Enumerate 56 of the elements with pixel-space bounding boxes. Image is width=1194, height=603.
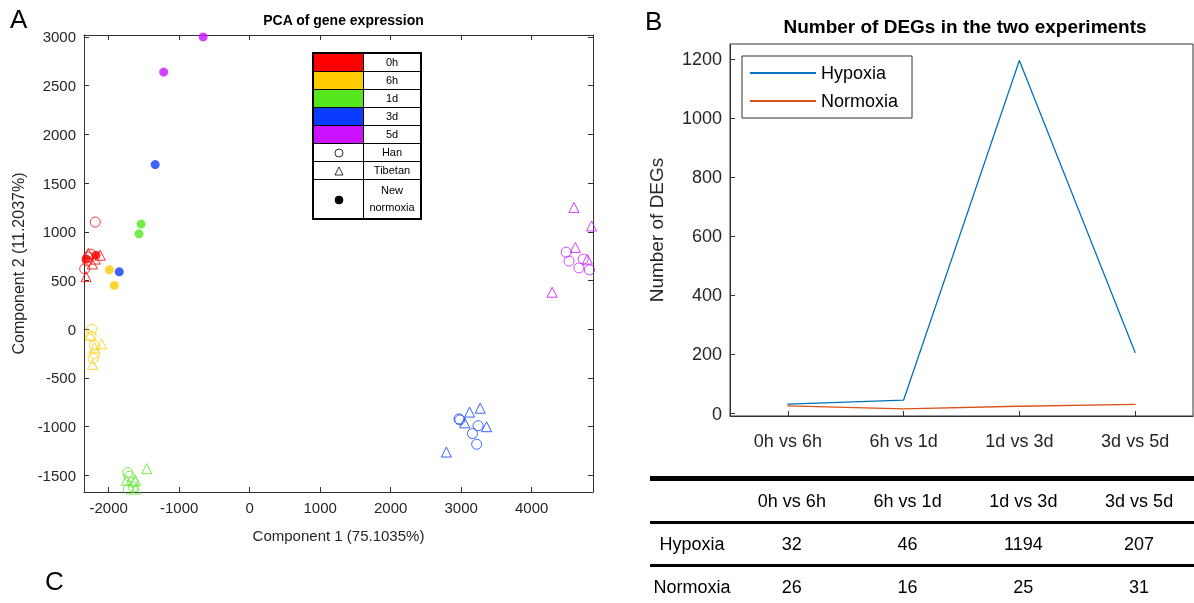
x-tick-label: -2000 — [89, 499, 128, 516]
annotation: 3d — [363, 107, 421, 126]
text: B — [645, 6, 663, 37]
data-label: 31 — [1081, 565, 1194, 603]
x-tick-label: 6h vs 1d — [869, 431, 938, 451]
text: A — [10, 4, 28, 35]
y-tick-label: 0 — [711, 403, 722, 424]
y-tick-label: -1000 — [37, 418, 76, 436]
data-label: 16 — [849, 565, 966, 603]
annotation: New normoxia — [363, 179, 421, 219]
y-axis-title: Number of DEGs — [646, 157, 667, 303]
data-label: 26 — [734, 565, 850, 603]
annotation: 0h — [363, 53, 421, 72]
x-tick-label: 1000 — [303, 499, 337, 516]
annotation: 1d — [363, 89, 421, 108]
y-tick-label: 2000 — [42, 125, 76, 143]
y-axis-title: Component 2 (11.2037%) — [9, 172, 27, 355]
y-tick-label: 1000 — [681, 107, 722, 128]
text: Hypoxia — [659, 533, 725, 554]
y-tick-label: 800 — [691, 167, 722, 188]
data-label: 25 — [965, 565, 1082, 603]
x-tick-label: 0h vs 6h — [753, 431, 822, 451]
x-axis-title: Component 1 (75.1035%) — [252, 527, 425, 544]
annotation: Han — [363, 143, 421, 162]
data-label: 46 — [849, 522, 966, 566]
y-tick-label: 500 — [50, 272, 76, 290]
y-tick-label: 400 — [691, 285, 722, 306]
y-tick-label: 1000 — [42, 223, 76, 241]
y-tick-label: 1200 — [681, 48, 722, 69]
y-tick-label: 600 — [691, 226, 722, 247]
legend-label: Hypoxia — [821, 63, 888, 83]
y-tick-label: -1500 — [37, 466, 76, 484]
x-tick-label: 1d vs 3d — [985, 431, 1054, 451]
y-tick-label: -500 — [45, 369, 76, 387]
x-tick-label: 2000 — [373, 499, 408, 516]
text: Normoxia — [653, 576, 731, 597]
data-label: 32 — [734, 522, 850, 566]
annotation: 6h — [363, 71, 421, 90]
y-tick-label: 0 — [67, 320, 76, 338]
x-tick-label: 0 — [245, 499, 254, 516]
x-tick-label: 3000 — [444, 499, 478, 516]
chart-title: PCA of gene expression — [263, 12, 424, 28]
x-tick-label: 4000 — [514, 499, 549, 516]
chart-title: Number of DEGs in the two experiments — [783, 16, 1147, 37]
y-tick-label: 2500 — [42, 77, 76, 95]
text: C — [45, 566, 64, 597]
y-tick-label: 1500 — [42, 174, 76, 192]
annotation: Tibetan — [363, 161, 421, 180]
legend-label: Normoxia — [821, 91, 900, 111]
x-tick-label: -1000 — [159, 499, 199, 516]
y-tick-label: 200 — [691, 344, 722, 365]
data-label: 1194 — [965, 522, 1082, 566]
y-tick-label: 3000 — [42, 28, 76, 46]
x-tick-label: 3d vs 5d — [1101, 431, 1170, 451]
annotation: 5d — [363, 125, 421, 144]
data-label: 207 — [1081, 522, 1194, 566]
